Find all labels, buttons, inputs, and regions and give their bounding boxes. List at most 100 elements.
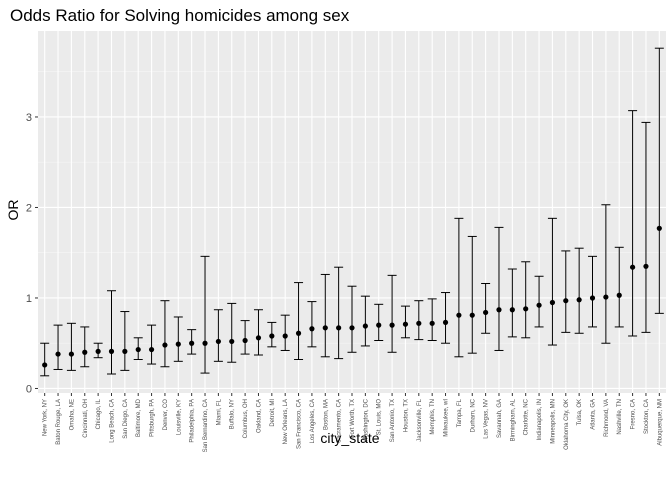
or-point: [576, 297, 582, 303]
city-mark: [374, 303, 384, 342]
city-mark: [427, 298, 437, 342]
or-point: [135, 346, 141, 353]
city-mark: [40, 342, 50, 377]
y-tick-label: 1: [26, 293, 32, 305]
x-tick-label: Philadelphia, PA: [190, 399, 196, 443]
x-tick-label: Stockton, CA: [644, 399, 650, 434]
or-point: [309, 326, 315, 332]
city-mark: [467, 235, 477, 354]
or-point: [603, 294, 609, 300]
x-tick-label: Miami, FL: [216, 398, 222, 425]
x-tick-label: Los Angeles, CA: [310, 399, 316, 443]
city-mark: [294, 282, 304, 361]
x-tick-label: Tampa, FL: [457, 398, 463, 427]
city-mark: [360, 295, 370, 347]
or-point: [175, 341, 181, 347]
or-point: [202, 340, 208, 346]
city-mark: [521, 261, 531, 339]
or-point: [536, 302, 542, 308]
city-mark: [133, 337, 143, 361]
x-tick-label: Columbus, OH: [243, 399, 249, 438]
or-point: [509, 307, 515, 313]
city-mark: [53, 324, 63, 370]
city-mark: [400, 305, 410, 339]
city-mark: [267, 321, 277, 348]
x-tick-label: Oklahoma City, OK: [564, 399, 570, 450]
city-mark: [494, 226, 504, 351]
or-point: [376, 322, 382, 328]
or-point: [189, 340, 195, 346]
city-mark: [160, 300, 170, 368]
chart-title: Odds Ratio for Solving homicides among s…: [10, 6, 350, 25]
x-tick-label: Denver, CO: [163, 399, 169, 431]
x-tick-label: St. Louis, MO: [377, 399, 383, 436]
city-mark: [588, 255, 598, 328]
x-tick-label: Richmond, VA: [604, 399, 610, 437]
city-mark: [280, 314, 290, 351]
x-tick-label: Pittsburgh, PA: [150, 399, 156, 437]
y-tick-label: 3: [26, 112, 32, 124]
or-point: [523, 306, 529, 312]
city-mark: [654, 47, 664, 314]
or-point: [429, 320, 435, 326]
or-point: [42, 362, 48, 368]
x-tick-label: Atlanta, GA: [591, 399, 597, 430]
city-mark: [227, 302, 237, 363]
or-point: [469, 312, 475, 318]
x-tick-label: Detroit, MI: [270, 399, 276, 427]
x-tick-label: San Antonio, TX: [390, 399, 396, 442]
city-mark: [253, 309, 263, 356]
x-tick-label: Fresno, CA: [631, 399, 637, 429]
x-tick-label: Oakland, CA: [256, 399, 262, 433]
x-tick-label: Jacksonville, FL: [417, 398, 423, 441]
or-point: [215, 338, 221, 345]
city-mark: [414, 300, 424, 341]
x-tick-label: Boston, MA: [323, 399, 329, 430]
x-tick-label: Louisville, KY: [176, 399, 182, 435]
x-tick-label: Las Vegas, NV: [484, 399, 490, 439]
y-axis-title: OR: [5, 200, 21, 221]
city-mark: [120, 311, 130, 371]
x-tick-label: Houston, TX: [403, 399, 409, 432]
city-mark: [213, 309, 223, 362]
or-point: [496, 307, 502, 313]
or-point: [549, 299, 556, 306]
x-tick-label: Chicago, IL: [96, 398, 102, 429]
x-tick-label: Charlotte, NC: [524, 398, 530, 435]
y-axis: 0 1 2 3: [26, 112, 38, 395]
or-point: [456, 312, 462, 318]
or-point: [255, 335, 262, 341]
city-mark: [534, 275, 544, 328]
city-mark: [561, 250, 571, 333]
x-tick-label: Washington, DC: [363, 398, 369, 442]
x-tick-label: Albuquerque, NM: [657, 399, 663, 446]
city-mark: [200, 255, 210, 374]
or-point: [389, 322, 395, 328]
x-tick-label: Nashville, TN: [617, 399, 623, 435]
or-point: [229, 338, 235, 345]
city-mark: [147, 324, 157, 365]
city-mark: [334, 266, 344, 360]
x-tick-label: Cincinnati, OH: [83, 399, 89, 438]
x-axis: New York, NY Baton Rouge, LA Omaha, NE Cinc…: [43, 393, 663, 452]
city-mark: [614, 246, 624, 328]
city-mark: [173, 316, 183, 362]
city-mark: [574, 247, 584, 334]
or-point: [362, 323, 368, 329]
or-point: [95, 348, 101, 354]
x-tick-label: Birmingham, AL: [510, 398, 516, 441]
city-mark: [307, 301, 317, 348]
city-mark: [547, 217, 557, 346]
x-tick-label: Baton Rouge, LA: [56, 399, 62, 445]
x-tick-label: Fort Worth, TX: [350, 399, 356, 438]
x-tick-label: Indianapolis, IN: [537, 399, 543, 440]
or-point: [242, 337, 248, 344]
or-point: [563, 298, 569, 304]
or-point: [269, 333, 275, 339]
or-point: [349, 325, 355, 331]
x-tick-label: New York, NY: [43, 399, 49, 436]
or-point: [108, 348, 115, 354]
x-axis-title: city_state: [320, 430, 379, 446]
city-mark: [441, 292, 451, 344]
